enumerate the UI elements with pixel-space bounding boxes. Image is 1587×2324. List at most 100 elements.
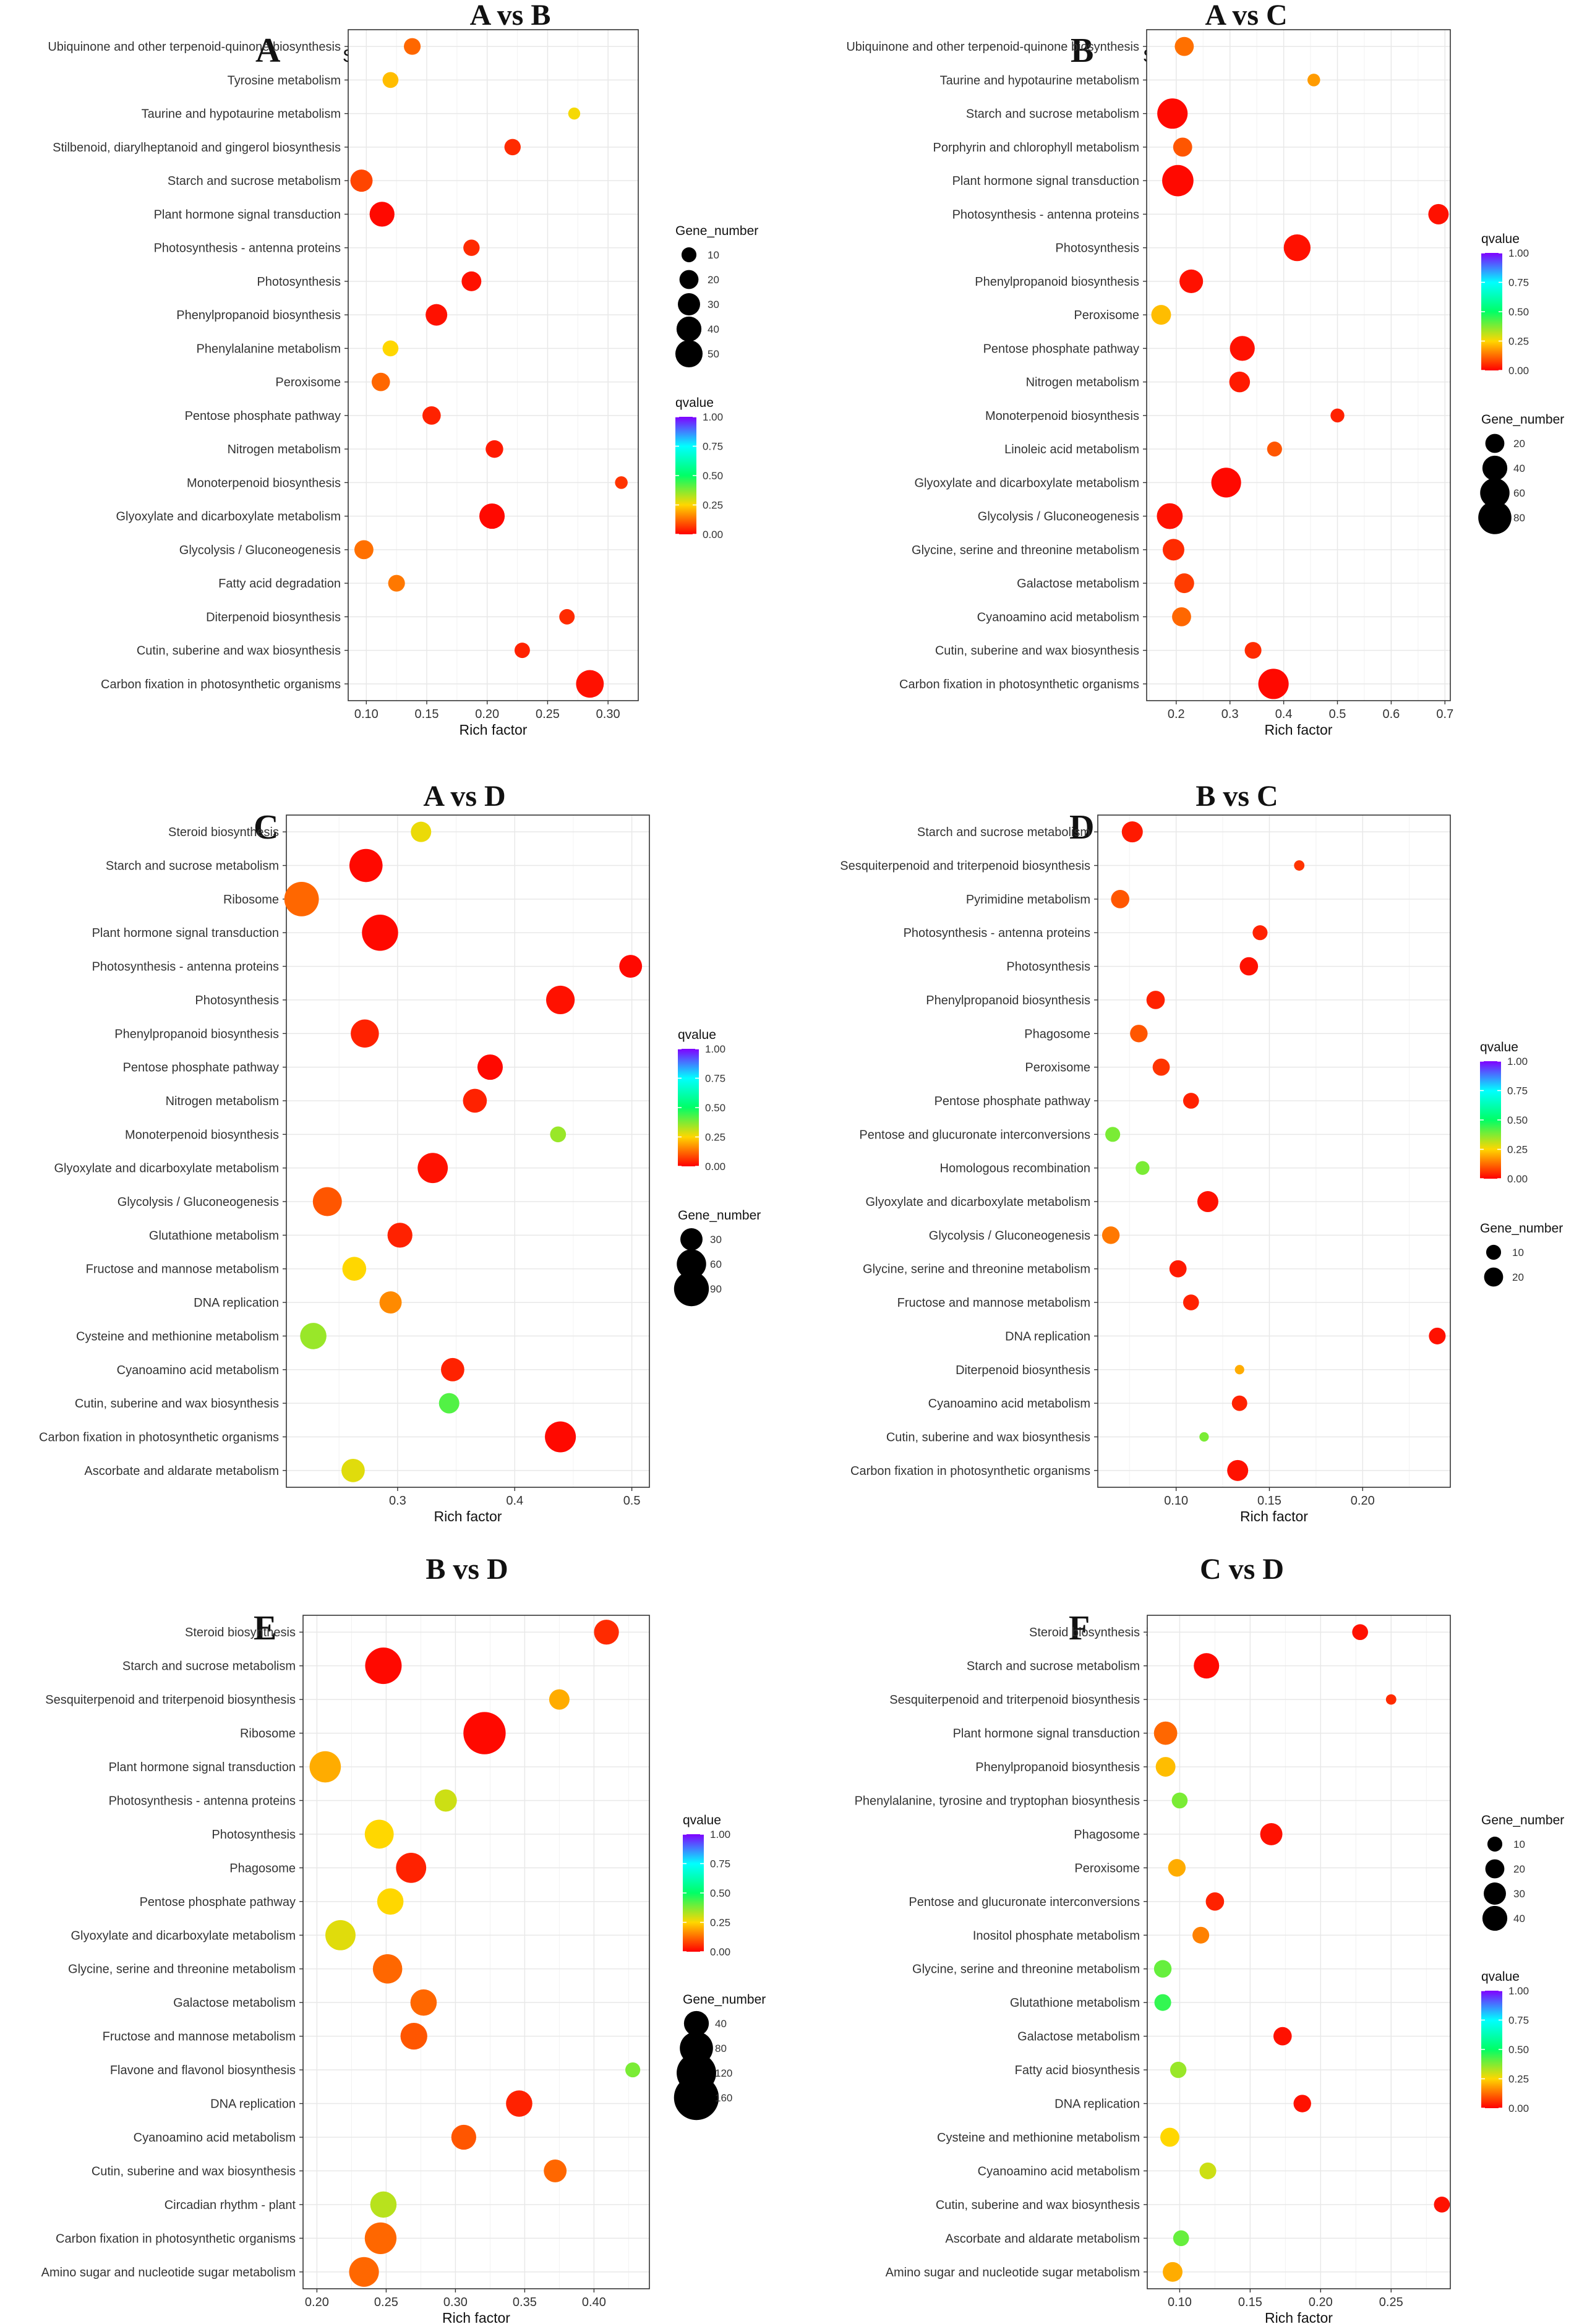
category-label: Fructose and mannose metabolism: [103, 2030, 296, 2044]
data-point: [325, 1920, 356, 1950]
x-tick-label: 0.10: [354, 707, 379, 721]
data-point: [1163, 2262, 1183, 2282]
category-label: Glutathione metabolism: [1010, 1996, 1140, 2010]
x-tick-label: 0.30: [443, 2296, 468, 2309]
data-point: [300, 1323, 327, 1349]
category-label: Glycolysis / Gluconeogenesis: [929, 1229, 1090, 1242]
color-legend-label: 0.25: [710, 1917, 730, 1929]
category-label: Plant hormone signal transduction: [92, 926, 279, 940]
color-legend-label: 0.25: [705, 1132, 725, 1143]
panel-a: A vs BAStatistics of Pathway EnrichmentU…: [48, 0, 758, 738]
color-legend-label: 1.00: [1508, 247, 1529, 259]
data-point: [371, 372, 390, 391]
color-legend-label: 0.00: [703, 529, 723, 540]
data-point: [1199, 1432, 1209, 1442]
size-legend-label: 10: [1513, 1839, 1525, 1850]
panel-title: A vs B: [470, 0, 551, 32]
category-label: DNA replication: [1054, 2098, 1140, 2111]
panel-letter: F: [1069, 1609, 1090, 1647]
x-tick-label: 0.20: [475, 707, 499, 721]
color-legend-label: 1.00: [703, 411, 723, 423]
color-legend-title: qvalue: [1481, 1970, 1520, 1984]
size-legend-label: 40: [1513, 1913, 1525, 1925]
data-point: [568, 107, 581, 120]
category-label: Ascorbate and aldarate metabolism: [84, 1464, 279, 1478]
category-label: Cutin, suberine and wax biosynthesis: [886, 1430, 1090, 1444]
size-legend-label: 50: [708, 348, 719, 360]
color-legend-label: 0.75: [710, 1858, 730, 1870]
category-label: Peroxisome: [1025, 1061, 1090, 1075]
size-legend-key: [1484, 1882, 1506, 1905]
color-legend-label: 0.50: [1508, 2044, 1529, 2056]
data-point: [351, 1019, 379, 1048]
data-point: [559, 609, 575, 625]
category-label: Ascorbate and aldarate metabolism: [945, 2232, 1140, 2245]
size-legend-label: 20: [1513, 438, 1525, 450]
category-label: Cyanoamino acid metabolism: [977, 610, 1139, 624]
size-legend-title: Gene_number: [683, 1993, 766, 2007]
plot-border: [1097, 814, 1451, 1488]
plot-border: [1147, 1615, 1451, 2289]
x-tick-label: 0.20: [1351, 1494, 1375, 1508]
data-point: [309, 1751, 341, 1783]
category-label: Ribosome: [223, 893, 279, 907]
panel-letter: E: [254, 1609, 276, 1647]
panel-title: C vs D: [1200, 1553, 1284, 1586]
category-label: Phagosome: [1074, 1828, 1140, 1842]
data-point: [1172, 607, 1191, 626]
plot-border: [1146, 29, 1451, 701]
panel-title: A vs D: [423, 780, 505, 813]
category-label: Photosynthesis: [1055, 242, 1139, 255]
category-label: Photosynthesis: [212, 1828, 296, 1842]
color-legend-label: 0.00: [705, 1161, 725, 1173]
size-legend-key: [1482, 1905, 1508, 1931]
data-point: [354, 540, 374, 560]
category-label: Cutin, suberine and wax biosynthesis: [137, 644, 341, 658]
category-label: Starch and sucrose metabolism: [168, 174, 341, 188]
category-label: Monoterpenoid biosynthesis: [985, 409, 1139, 423]
x-tick-label: 0.4: [1275, 707, 1293, 721]
color-legend-label: 0.00: [1507, 1173, 1528, 1185]
category-label: Stilbenoid, diarylheptanoid and gingerol…: [53, 141, 341, 155]
category-label: Glutathione metabolism: [149, 1229, 279, 1242]
category-label: Fructose and mannose metabolism: [897, 1296, 1090, 1310]
x-tick-label: 0.20: [305, 2296, 329, 2309]
color-legend-label: 0.25: [703, 500, 723, 511]
data-point: [1205, 1892, 1225, 1911]
category-label: Pentose and glucuronate interconversions: [909, 1895, 1140, 1909]
panel-d: B vs CDStatistics of Pathway EnrichmentS…: [840, 780, 1563, 1524]
data-point: [422, 406, 441, 425]
size-legend-key: [675, 340, 703, 368]
data-point: [514, 643, 530, 659]
category-label: Photosynthesis - antenna proteins: [952, 208, 1139, 221]
size-legend-label: 30: [1513, 1888, 1525, 1900]
data-point: [1307, 74, 1320, 87]
data-point: [1239, 957, 1259, 976]
category-label: Cyanoamino acid metabolism: [928, 1397, 1090, 1411]
data-point: [463, 239, 480, 256]
data-point: [1230, 336, 1255, 361]
data-point: [362, 914, 398, 951]
category-label: Cutin, suberine and wax biosynthesis: [75, 1397, 279, 1411]
category-label: Glycolysis / Gluconeogenesis: [179, 544, 341, 557]
category-label: Peroxisome: [1074, 1861, 1140, 1875]
color-legend-label: 1.00: [1507, 1056, 1528, 1067]
x-tick-label: 0.6: [1383, 707, 1400, 721]
data-point: [1330, 408, 1345, 423]
panel-b: A vs CBStatistics of Pathway EnrichmentU…: [846, 0, 1564, 738]
x-tick-label: 0.20: [1309, 2296, 1333, 2309]
category-label: Ribosome: [240, 1727, 296, 1741]
data-point: [576, 670, 604, 698]
plot-border: [286, 814, 650, 1488]
x-tick-label: 0.5: [1329, 707, 1346, 721]
size-legend-label: 30: [710, 1234, 722, 1245]
color-legend-title: qvalue: [683, 1813, 721, 1827]
data-point: [1273, 2027, 1292, 2046]
panel-title: B vs D: [426, 1553, 508, 1586]
size-legend-label: 80: [1513, 512, 1525, 524]
category-label: Ubiquinone and other terpenoid-quinone b…: [48, 40, 341, 54]
x-tick-label: 0.15: [415, 707, 439, 721]
data-point: [1174, 36, 1194, 56]
category-label: Cysteine and methionine metabolism: [76, 1330, 279, 1343]
data-point: [411, 821, 432, 842]
